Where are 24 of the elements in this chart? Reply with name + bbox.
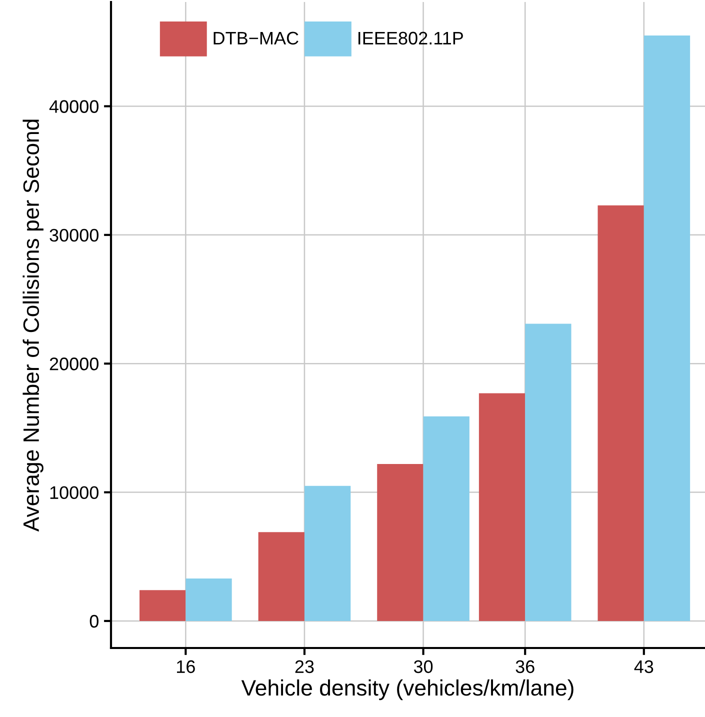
bar xyxy=(525,324,572,621)
y-tick-label: 30000 xyxy=(50,228,98,242)
bar xyxy=(140,590,186,621)
x-axis-title: Vehicle density (vehicles/km/lane) xyxy=(241,679,574,700)
bar xyxy=(598,205,644,621)
bar xyxy=(377,464,424,621)
y-tick-label: 20000 xyxy=(50,358,98,370)
bar xyxy=(423,416,470,621)
bar xyxy=(304,486,351,621)
x-tick-label: 43 xyxy=(634,660,654,674)
y-tick-label: 10000 xyxy=(50,486,98,500)
bar xyxy=(186,578,232,621)
y-axis-title: Average Number of Collisions per Second xyxy=(22,120,44,532)
x-tick-label: 16 xyxy=(177,660,195,674)
bar xyxy=(258,532,304,621)
x-tick-label: 36 xyxy=(516,660,534,674)
x-tick-label: 23 xyxy=(295,660,314,674)
legend-label: IEEE802.11P xyxy=(358,32,463,45)
x-tick-label: 30 xyxy=(414,660,433,674)
bar xyxy=(644,35,690,621)
legend-label: DTB−MAC xyxy=(214,32,298,45)
bar xyxy=(478,393,526,621)
y-tick-label: 0 xyxy=(90,614,98,628)
y-tick-label: 40000 xyxy=(49,100,98,113)
